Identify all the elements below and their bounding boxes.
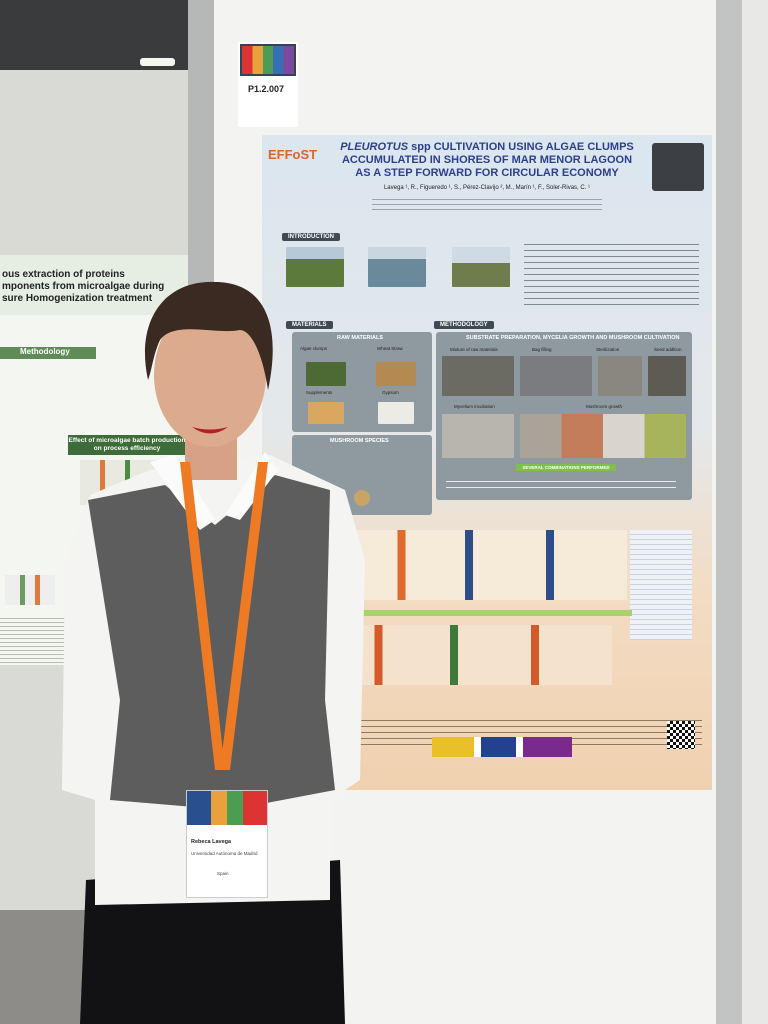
lips (192, 427, 228, 434)
species-panel: MUSHROOM SPECIES (292, 435, 432, 515)
face (154, 303, 266, 447)
text-block (0, 615, 70, 663)
photo (442, 414, 514, 458)
badge-header (187, 791, 267, 825)
photo (442, 356, 514, 396)
title-line: AS A STEP FORWARD FOR CIRCULAR ECONOMY (355, 167, 619, 179)
panel-title: SUBSTRATE PREPARATION, MYCELIA GROWTH AN… (466, 335, 680, 341)
panel-title: MUSHROOM SPECIES (330, 438, 389, 444)
ceiling-light (140, 58, 175, 66)
photo (308, 402, 344, 424)
step-label: Mycelium incubation (454, 404, 495, 409)
qr-code (667, 721, 695, 749)
section-header: INTRODUCTION (282, 233, 340, 241)
step-label: Seed addition (654, 347, 682, 352)
method-panel: SUBSTRATE PREPARATION, MYCELIA GROWTH AN… (436, 332, 692, 500)
method-text (446, 476, 676, 492)
title-line: PLEUROTUS spp CULTIVATION USING ALGAE CL… (322, 141, 652, 154)
title-line: mponents from microalgae during (2, 281, 165, 292)
affiliations (372, 195, 602, 211)
title-text: spp CULTIVATION USING ALGAE CLUMPS (411, 141, 634, 153)
partner-logo (652, 143, 704, 191)
lanyard (180, 462, 268, 770)
photo (286, 247, 344, 287)
photo (520, 356, 592, 396)
photo (306, 362, 346, 386)
item-label: Supplements (306, 390, 333, 395)
chart-thumbnail (342, 625, 612, 685)
photo (452, 247, 510, 287)
step-label: Sterilization (596, 347, 620, 352)
photo (520, 414, 686, 458)
photo (376, 362, 416, 386)
badge-institution: Universidad Autónoma de Madrid (191, 851, 258, 856)
step-label: Bag filling (532, 347, 552, 352)
intro-text (524, 239, 699, 307)
left-poster-title: ous extraction of proteins mponents from… (2, 269, 164, 305)
badge-name: Rebeca Lavega (191, 839, 232, 845)
photo (368, 247, 426, 287)
step-label: Mixture of raw materials (450, 347, 498, 352)
table-thumbnail (630, 530, 692, 640)
section-header: Methodology (0, 347, 96, 359)
title-line: ACCUMULATED IN SHORES OF MAR MENOR LAGOO… (341, 154, 633, 166)
badge-country: Spain (217, 871, 229, 876)
panel-title: RAW MATERIALS (337, 335, 384, 341)
photo (648, 356, 686, 396)
materials-panel: RAW MATERIALS Algae clumps Wheat Straw S… (292, 332, 432, 432)
authors: Lavega ¹, R., Figueredo ¹, S., Pérez-Cla… (383, 185, 591, 191)
item-label: Gypsum (382, 390, 399, 395)
step-label: Mushroom growth (586, 404, 623, 409)
item-label: Wheat Straw (377, 346, 403, 351)
board-frame (716, 0, 742, 1024)
board-label: P1.2.007 (238, 42, 298, 127)
photo (378, 402, 414, 424)
vest (88, 475, 335, 810)
photo (598, 356, 642, 396)
section-header: METHODOLOGY (434, 321, 494, 329)
title-genus: PLEUROTUS (340, 141, 409, 153)
name-badge: Rebeca Lavega Universidad Autónoma de Ma… (186, 790, 268, 898)
chart-thumbnail (357, 530, 627, 600)
hair (144, 281, 273, 390)
title-line: sure Homogenization treatment (2, 293, 153, 304)
highlight-bar (322, 610, 632, 616)
note-bar: SEVERAL COMBINATIONS PERFORMED (516, 464, 616, 471)
section-header: Effect of microalgae batch production on… (68, 435, 186, 455)
photo (354, 490, 370, 506)
funding-logos (432, 737, 572, 757)
poster: EFFoST PLEUROTUS spp CULTIVATION USING A… (262, 135, 712, 790)
label-logo (240, 44, 296, 76)
title-line: ous extraction of proteins (2, 269, 125, 280)
section-header: MATERIALS (286, 321, 333, 329)
item-label: Algae clumps (300, 346, 328, 351)
poster-code: P1.2.007 (248, 84, 285, 94)
poster-logo: EFFoST (268, 147, 318, 162)
poster-title: PLEUROTUS spp CULTIVATION USING ALGAE CL… (322, 141, 652, 180)
right-wall (742, 0, 768, 1024)
chart-thumbnail (5, 575, 55, 605)
